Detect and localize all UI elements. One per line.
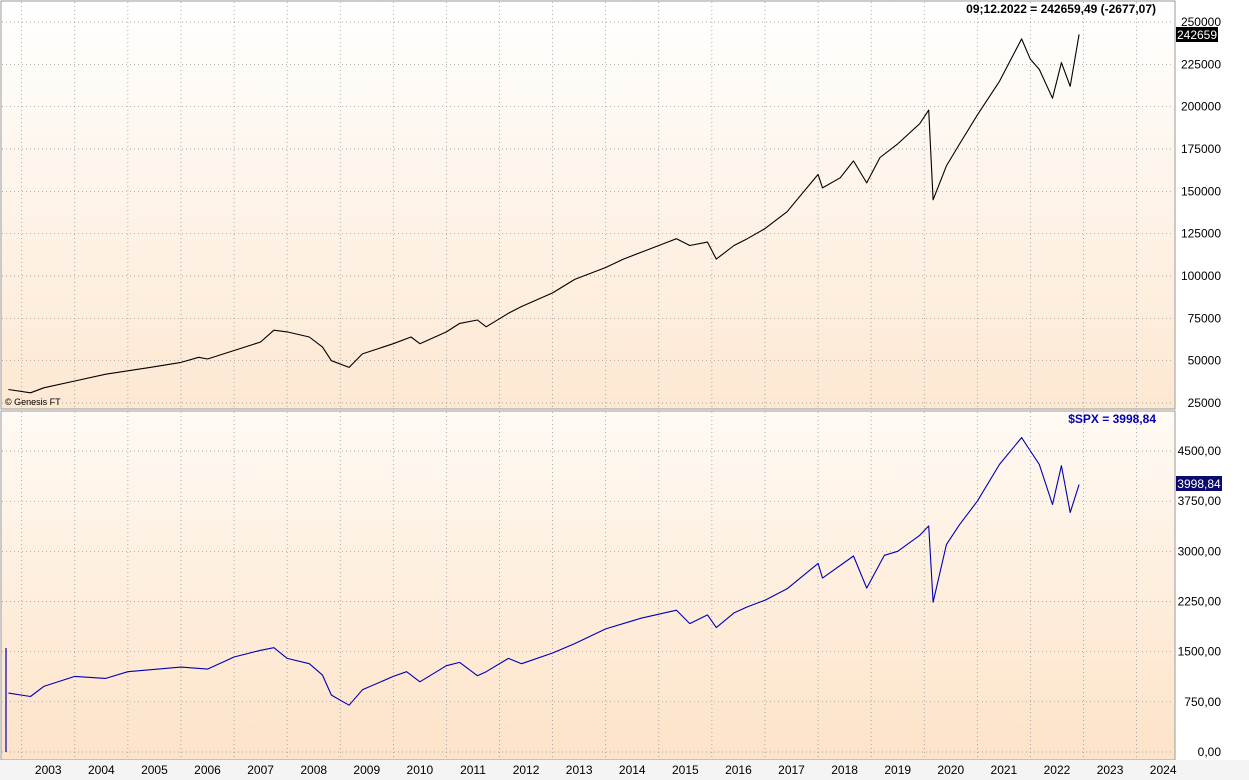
x-tick-label: 2016 <box>725 763 752 777</box>
bottom-panel: $SPX = 3998,84 4500,00 3750,00 3000,00 2250… <box>0 410 1222 761</box>
x-tick-label: 2009 <box>353 763 380 777</box>
x-axis: 2003 2004 2005 2006 2007 2008 2009 2010 2011 2012… <box>35 763 1177 777</box>
top-y-tick-label: 225000 <box>1181 57 1221 71</box>
x-tick-label: 2020 <box>937 763 964 777</box>
x-tick-label: 2005 <box>141 763 168 777</box>
top-readout: 09;12.2022 = 242659,49 (-2677,07) <box>966 2 1156 16</box>
bottom-y-tick-label: 4500,00 <box>1178 444 1222 458</box>
top-y-tick-label: 200000 <box>1181 100 1221 114</box>
top-y-axis: 250000 225000 200000 175000 150000 125000 1000… <box>1181 15 1221 410</box>
top-panel: 09;12.2022 = 242659,49 (-2677,07) © Gene… <box>0 0 1221 410</box>
x-tick-label: 2003 <box>35 763 62 777</box>
bottom-y-tick-label: 3000,00 <box>1178 544 1222 558</box>
bottom-readout: $SPX = 3998,84 <box>1068 412 1156 426</box>
x-tick-label: 2008 <box>300 763 327 777</box>
bottom-y-tick-label: 750,00 <box>1184 695 1221 709</box>
x-tick-label: 2019 <box>884 763 911 777</box>
top-y-tick-label: 50000 <box>1188 354 1222 368</box>
bottom-last-value-marker: 3998,84 <box>1176 476 1222 491</box>
x-tick-label: 2024 <box>1150 763 1177 777</box>
top-panel-background <box>0 0 1176 410</box>
bottom-y-tick-label: 3750,00 <box>1178 494 1222 508</box>
x-tick-label: 2017 <box>778 763 805 777</box>
top-panel-grid <box>2 2 1174 408</box>
top-y-tick-label: 175000 <box>1181 142 1221 156</box>
bottom-last-value-box <box>1176 476 1222 491</box>
bottom-panel-grid <box>2 412 1174 759</box>
x-tick-label: 2014 <box>619 763 646 777</box>
top-series-line-0 <box>8 34 1080 394</box>
x-tick-label: 2011 <box>460 763 486 777</box>
x-tick-label: 2021 <box>991 763 1018 777</box>
bottom-panel-background <box>0 410 1176 761</box>
x-axis-strip <box>0 760 1249 780</box>
top-last-value-box <box>1176 27 1218 42</box>
x-tick-label: 2010 <box>407 763 434 777</box>
top-y-tick-label: 25000 <box>1188 396 1222 410</box>
x-tick-label: 2015 <box>672 763 699 777</box>
x-tick-label: 2013 <box>566 763 593 777</box>
bottom-last-value-label: 3998,84 <box>1177 477 1221 491</box>
top-y-tick-label: 75000 <box>1188 311 1222 325</box>
top-y-tick-label: 250000 <box>1181 15 1221 29</box>
genesis-watermark: © Genesis FT <box>5 397 61 407</box>
top-y-tick-label: 150000 <box>1181 184 1221 198</box>
x-tick-label: 2006 <box>194 763 221 777</box>
bottom-y-axis: 4500,00 3750,00 3000,00 2250,00 1500,00 750,0… <box>1178 444 1222 759</box>
top-y-tick-label: 125000 <box>1181 227 1221 241</box>
bottom-y-tick-label: 0,00 <box>1198 745 1222 759</box>
bottom-panel-series <box>5 437 1080 752</box>
x-tick-label: 2007 <box>247 763 274 777</box>
top-y-tick-label: 100000 <box>1181 269 1221 283</box>
bottom-y-tick-label: 1500,00 <box>1178 645 1222 659</box>
top-last-value-marker: 242659 <box>1176 27 1218 42</box>
top-panel-series <box>8 34 1080 394</box>
x-tick-label: 2018 <box>831 763 858 777</box>
top-last-value-label: 242659 <box>1177 28 1217 42</box>
x-tick-label: 2022 <box>1044 763 1071 777</box>
bottom-series-line-0 <box>8 437 1080 706</box>
x-tick-label: 2012 <box>513 763 540 777</box>
x-tick-label: 2004 <box>88 763 115 777</box>
x-tick-label: 2023 <box>1097 763 1124 777</box>
bottom-y-tick-label: 2250,00 <box>1178 595 1222 609</box>
